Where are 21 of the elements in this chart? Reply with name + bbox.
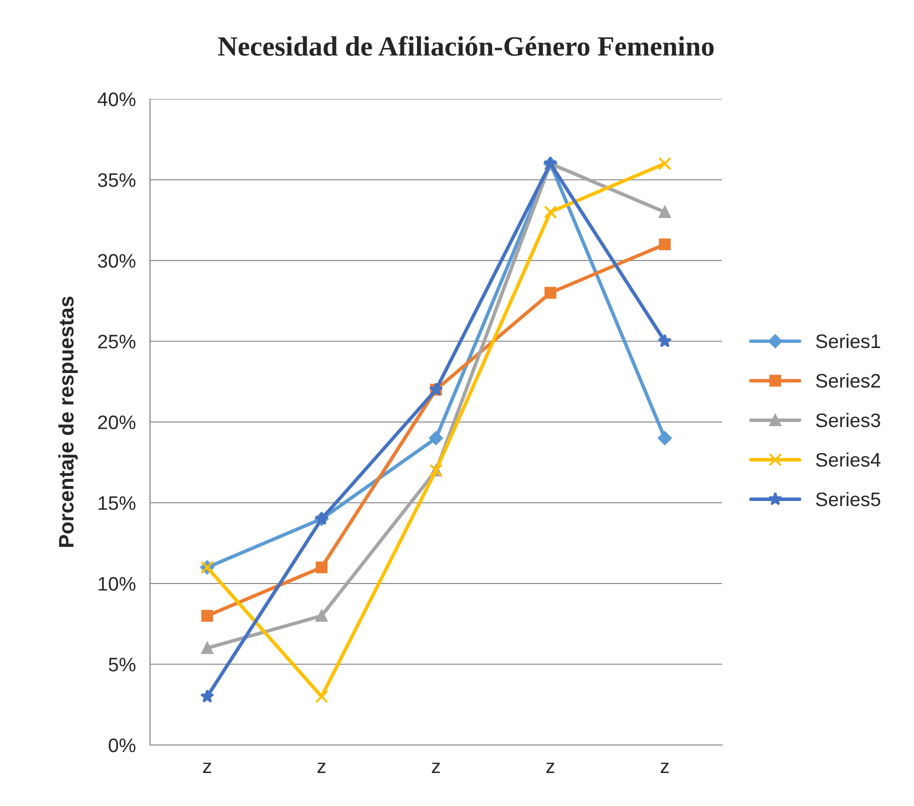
y-tick-label: 35% <box>98 173 136 187</box>
y-tick-label: 20% <box>98 415 136 430</box>
x-tick-label: z <box>203 762 212 773</box>
y-axis-title: Porcentaje de respuestas <box>58 296 78 547</box>
y-tick-label: 15% <box>98 496 136 510</box>
legend-label: Series2 <box>816 373 880 388</box>
y-tick-label: 0% <box>108 738 136 752</box>
y-tick-label: 5% <box>108 658 136 672</box>
legend-label: Series5 <box>816 492 880 506</box>
x-tick-label: z <box>546 762 554 773</box>
legend-label: Series4 <box>816 452 880 467</box>
y-tick-label: 30% <box>98 254 136 268</box>
legend-label: Series1 <box>816 334 880 348</box>
x-tick-label: z <box>660 762 669 773</box>
x-tick-label: z <box>432 762 440 773</box>
y-tick-label: 25% <box>98 334 136 348</box>
legend-label: Series3 <box>816 412 880 428</box>
y-tick-label: 40% <box>98 92 136 106</box>
x-tick-label: z <box>318 762 326 773</box>
y-tick-label: 10% <box>98 576 136 591</box>
chart-title: Necesidad de Afiliación-Género Femenino <box>218 36 714 56</box>
